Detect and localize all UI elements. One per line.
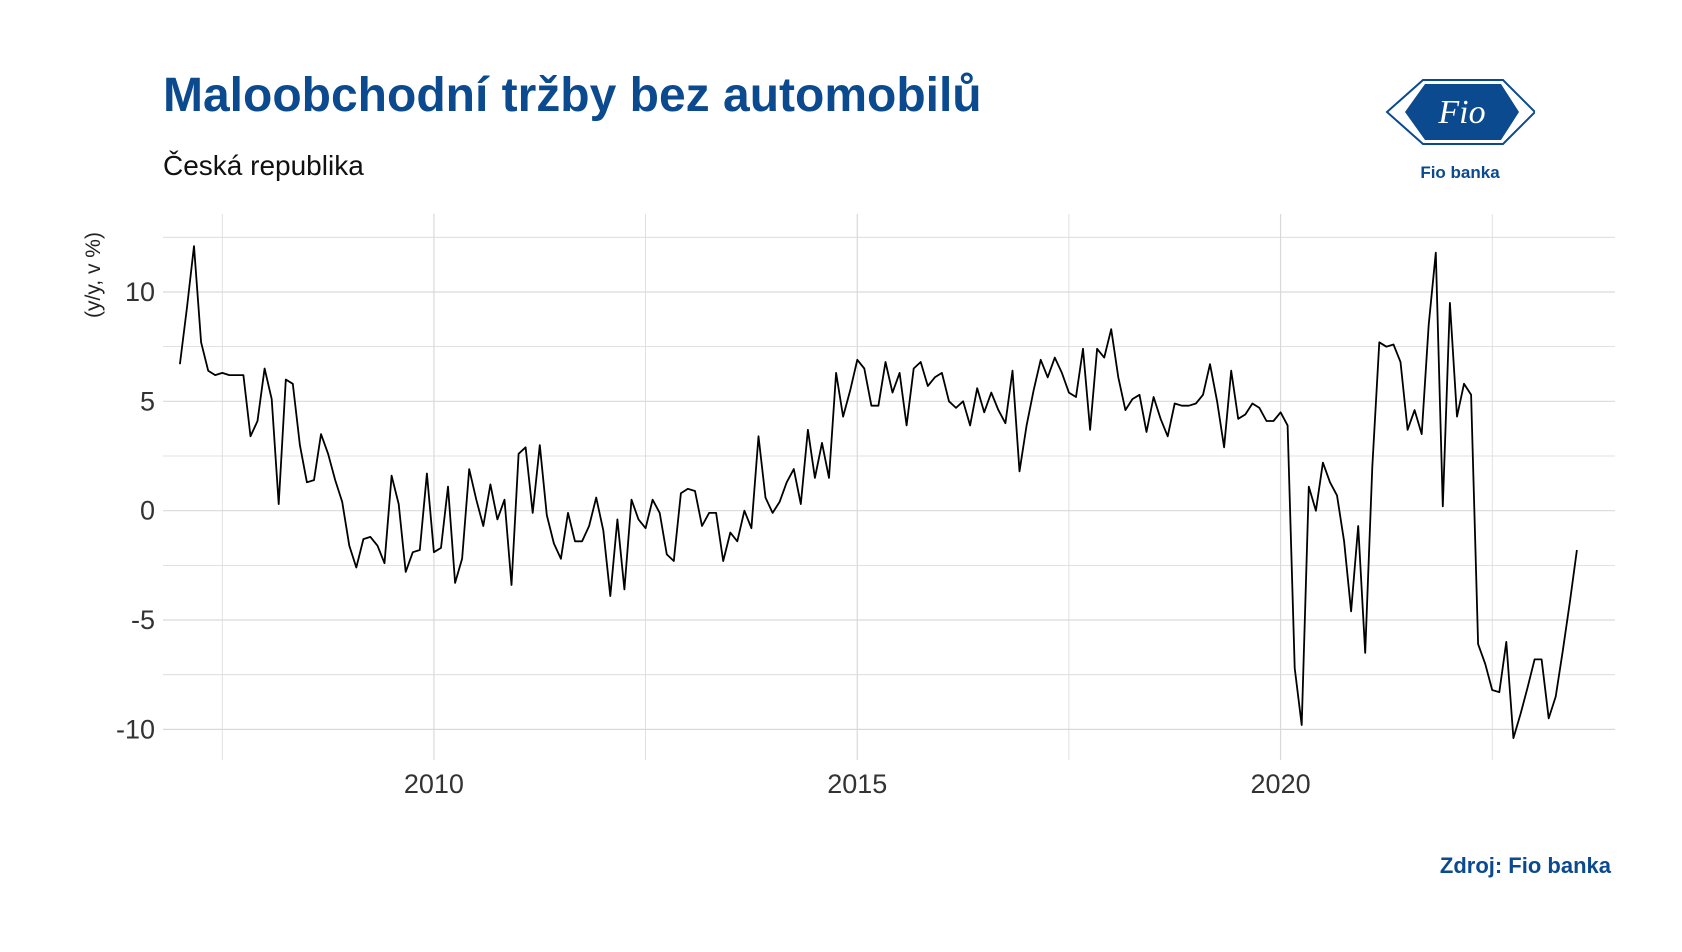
- y-tick-label: -5: [131, 605, 155, 635]
- source-note: Zdroj: Fio banka: [1439, 853, 1611, 878]
- chart-subtitle: Česká republika: [163, 150, 364, 181]
- logo-diamond-fill: [1405, 84, 1519, 140]
- fio-logo-icon: Fio: [1385, 79, 1535, 145]
- x-axis-ticks: 2010 2015 2020: [404, 769, 1311, 799]
- x-tick-label: 2010: [404, 769, 464, 799]
- x-tick-label: 2020: [1251, 769, 1311, 799]
- chart-series: [179, 245, 1578, 739]
- series-line: [179, 245, 1578, 739]
- chart-title: Maloobchodní tržby bez automobilů: [163, 69, 982, 122]
- y-tick-label: 0: [140, 496, 155, 526]
- y-axis-ticks: 10 5 0 -5 -10: [116, 277, 155, 744]
- x-tick-label: 2015: [827, 769, 887, 799]
- logo-mark-text: Fio: [1437, 94, 1485, 131]
- y-tick-label: 5: [140, 386, 155, 416]
- chart-grid: [163, 214, 1615, 760]
- y-axis-label: (y/y, v %): [82, 232, 105, 318]
- logo-name: Fio banka: [1420, 163, 1500, 182]
- y-tick-label: -10: [116, 714, 155, 744]
- y-tick-label: 10: [125, 277, 155, 307]
- logo-diamond-outline: [1385, 79, 1535, 145]
